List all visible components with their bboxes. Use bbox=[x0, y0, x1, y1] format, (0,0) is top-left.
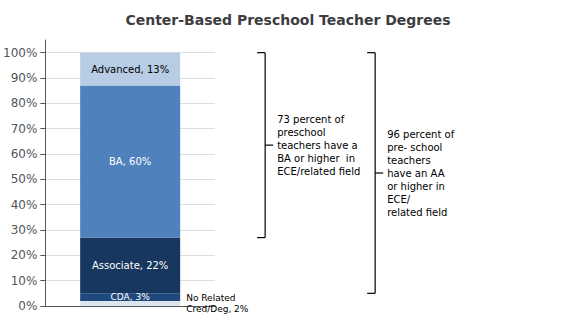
svg-text:related field: related field bbox=[387, 207, 447, 218]
svg-text:No Related: No Related bbox=[186, 293, 235, 303]
svg-text:90%: 90% bbox=[11, 71, 38, 85]
svg-text:Associate, 22%: Associate, 22% bbox=[92, 260, 168, 271]
svg-text:Center-Based Preschool Teacher: Center-Based Preschool Teacher Degrees bbox=[125, 12, 450, 28]
svg-text:96 percent of: 96 percent of bbox=[387, 129, 455, 140]
svg-text:80%: 80% bbox=[11, 96, 38, 110]
svg-text:70%: 70% bbox=[11, 122, 38, 136]
svg-text:10%: 10% bbox=[11, 274, 38, 288]
svg-text:30%: 30% bbox=[11, 223, 38, 237]
svg-text:BA, 60%: BA, 60% bbox=[109, 156, 151, 167]
svg-text:teachers have a: teachers have a bbox=[277, 140, 358, 151]
svg-text:40%: 40% bbox=[11, 198, 38, 212]
svg-text:CDA, 3%: CDA, 3% bbox=[111, 292, 151, 302]
svg-text:0%: 0% bbox=[18, 299, 37, 313]
svg-text:73 percent of: 73 percent of bbox=[277, 114, 345, 125]
svg-text:have an AA: have an AA bbox=[387, 168, 444, 179]
svg-text:teachers: teachers bbox=[387, 155, 431, 166]
svg-text:BA or higher in: BA or higher in bbox=[277, 153, 355, 164]
svg-text:20%: 20% bbox=[11, 248, 38, 262]
svg-text:ECE/related field: ECE/related field bbox=[277, 166, 360, 177]
svg-text:100%: 100% bbox=[3, 46, 37, 60]
svg-text:Advanced, 13%: Advanced, 13% bbox=[91, 64, 169, 75]
svg-text:ECE/: ECE/ bbox=[387, 194, 411, 205]
svg-text:or higher in: or higher in bbox=[387, 181, 445, 192]
svg-text:60%: 60% bbox=[11, 147, 38, 161]
svg-text:50%: 50% bbox=[11, 172, 38, 186]
svg-text:pre- school: pre- school bbox=[387, 142, 442, 153]
svg-text:Cred/Deg, 2%: Cred/Deg, 2% bbox=[186, 304, 249, 314]
svg-text:preschool: preschool bbox=[277, 127, 325, 138]
